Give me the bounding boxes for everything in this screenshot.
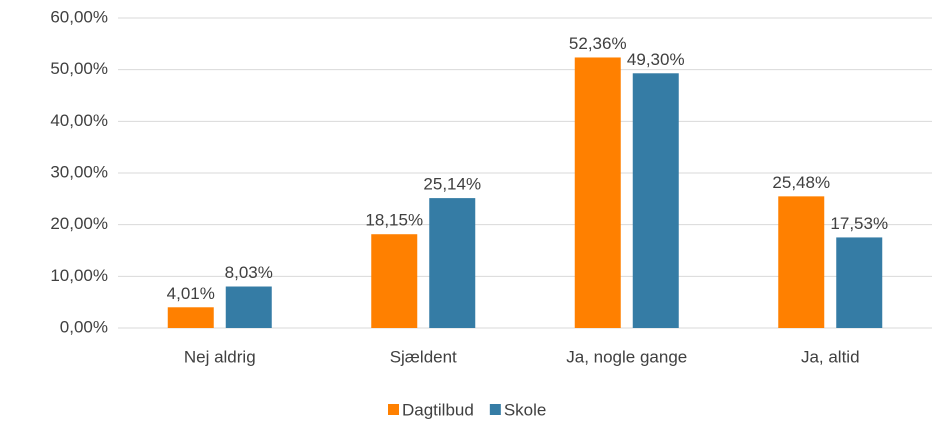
y-tick-label: 10,00%: [50, 266, 108, 285]
x-tick-label: Nej aldrig: [184, 347, 256, 366]
bar: [225, 286, 272, 328]
y-tick-label: 40,00%: [50, 111, 108, 130]
data-label: 4,01%: [167, 284, 215, 303]
data-label: 25,48%: [772, 173, 830, 192]
bar: [836, 237, 883, 328]
legend-swatch: [489, 404, 501, 415]
x-tick-label: Sjældent: [390, 347, 457, 366]
data-label: 8,03%: [225, 263, 273, 282]
legend-swatch: [388, 404, 399, 415]
bar: [574, 57, 621, 329]
y-tick-label: 0,00%: [60, 317, 108, 336]
data-label: 18,15%: [365, 211, 423, 230]
x-tick-label: Ja, nogle gange: [566, 347, 687, 366]
data-label: 17,53%: [830, 214, 888, 233]
data-label: 52,36%: [569, 34, 627, 53]
y-tick-label: 30,00%: [50, 162, 108, 181]
bar: [371, 234, 418, 328]
y-tick-label: 50,00%: [50, 59, 108, 78]
bar: [632, 73, 679, 329]
data-label: 25,14%: [423, 175, 481, 194]
bar: [778, 196, 825, 328]
data-label: 49,30%: [627, 50, 685, 69]
legend-label: Skole: [504, 400, 547, 419]
x-tick-label: Ja, altid: [801, 347, 860, 366]
bar: [429, 198, 476, 328]
y-tick-label: 20,00%: [50, 214, 108, 233]
bar: [167, 307, 214, 328]
legend-label: Dagtilbud: [402, 400, 474, 419]
y-tick-label: 60,00%: [50, 7, 108, 26]
